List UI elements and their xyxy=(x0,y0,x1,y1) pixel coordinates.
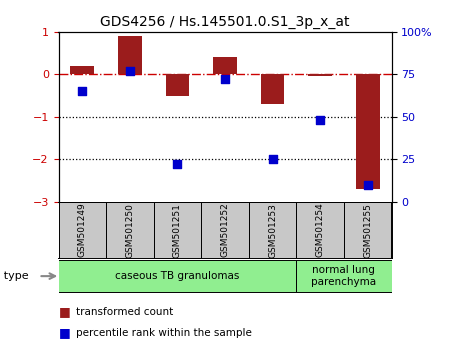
Point xyxy=(221,76,229,82)
Text: GSM501252: GSM501252 xyxy=(220,203,230,257)
Text: ■: ■ xyxy=(58,305,70,318)
Bar xyxy=(297,260,392,292)
Bar xyxy=(297,202,344,258)
Point xyxy=(79,88,86,94)
Point xyxy=(316,118,324,123)
Bar xyxy=(118,36,142,74)
Text: GSM501250: GSM501250 xyxy=(126,202,135,258)
Text: ■: ■ xyxy=(58,326,70,339)
Text: GSM501251: GSM501251 xyxy=(173,202,182,258)
Text: caseous TB granulomas: caseous TB granulomas xyxy=(115,271,239,281)
Point xyxy=(126,68,134,74)
Bar xyxy=(106,202,153,258)
Bar xyxy=(166,74,189,96)
Text: percentile rank within the sample: percentile rank within the sample xyxy=(76,328,252,338)
Text: GSM501253: GSM501253 xyxy=(268,202,277,258)
Bar xyxy=(213,57,237,74)
Point xyxy=(364,182,371,188)
Point xyxy=(174,161,181,167)
Bar xyxy=(201,202,249,258)
Text: GSM501254: GSM501254 xyxy=(315,203,324,257)
Title: GDS4256 / Hs.145501.0.S1_3p_x_at: GDS4256 / Hs.145501.0.S1_3p_x_at xyxy=(100,16,350,29)
Bar xyxy=(261,74,284,104)
Bar xyxy=(58,260,297,292)
Text: normal lung
parenchyma: normal lung parenchyma xyxy=(311,265,377,287)
Bar xyxy=(344,202,392,258)
Text: cell type: cell type xyxy=(0,271,28,281)
Bar xyxy=(308,74,332,76)
Bar xyxy=(249,202,297,258)
Text: GSM501255: GSM501255 xyxy=(363,202,372,258)
Bar xyxy=(58,202,106,258)
Text: transformed count: transformed count xyxy=(76,307,174,316)
Bar xyxy=(356,74,380,189)
Bar xyxy=(153,202,201,258)
Bar xyxy=(70,66,94,74)
Point xyxy=(269,156,276,162)
Text: GSM501249: GSM501249 xyxy=(78,203,87,257)
